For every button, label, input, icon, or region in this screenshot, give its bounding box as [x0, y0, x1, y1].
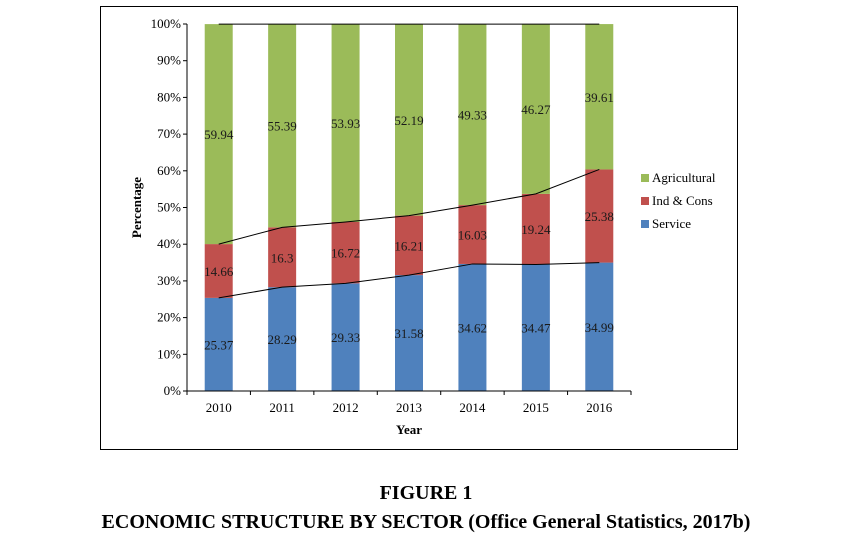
data-label-ind-cons-2016: 25.38 — [585, 209, 614, 224]
bar-layer — [204, 24, 614, 391]
y-axis-title: Percentage — [129, 177, 144, 238]
bar-ind-cons-2010 — [204, 244, 233, 298]
data-label-agricultural-2015: 46.27 — [521, 102, 551, 117]
legend-swatch-ind-cons — [641, 197, 649, 205]
figure-label: FIGURE 1 — [379, 482, 473, 504]
y-tick-label-1: 10% — [157, 346, 181, 361]
data-label-ind-cons-2013: 16.21 — [394, 238, 423, 253]
y-tick-label-4: 40% — [157, 236, 181, 251]
x-tick-label-2014: 2014 — [459, 400, 486, 415]
figure-caption: ECONOMIC STRUCTURE BY SECTOR (Office Gen… — [101, 511, 751, 533]
legend: Agricultural Ind & Cons Service — [641, 170, 716, 231]
data-label-ind-cons-2010: 14.66 — [204, 264, 234, 279]
bar-service-2010 — [204, 297, 233, 391]
legend-item-ind-cons: Ind & Cons — [641, 193, 713, 208]
x-tick-label-2016: 2016 — [586, 400, 613, 415]
legend-item-service: Service — [641, 216, 691, 231]
data-label-service-2010: 25.37 — [204, 337, 234, 352]
series-lines-layer — [218, 23, 600, 299]
y-tick-label-2: 20% — [157, 310, 181, 325]
bar-agricultural-2010 — [204, 24, 233, 245]
data-label-ind-cons-2015: 19.24 — [521, 222, 551, 237]
y-tick-label-8: 80% — [157, 89, 181, 104]
data-label-service-2015: 34.47 — [521, 321, 551, 336]
y-tick-label-10: 100% — [151, 16, 182, 31]
bar-service-2012 — [331, 283, 360, 391]
bar-service-2016 — [585, 262, 614, 391]
data-label-agricultural-2011: 55.39 — [268, 119, 297, 134]
data-label-agricultural-2012: 53.93 — [331, 116, 360, 131]
data-labels-layer: 25.37 14.66 59.94 28.29 16.3 55.39 29.33 16.72 5… — [204, 90, 614, 353]
y-tick-label-6: 60% — [157, 163, 181, 178]
data-label-agricultural-2014: 49.33 — [458, 108, 487, 123]
legend-swatch-service — [641, 220, 649, 228]
data-label-ind-cons-2014: 16.03 — [458, 228, 487, 243]
data-label-service-2012: 29.33 — [331, 330, 360, 345]
series-line-ind-cons — [218, 168, 600, 245]
bar-ind-cons-2016 — [585, 169, 614, 263]
y-tick-label-3: 30% — [157, 273, 181, 288]
data-label-ind-cons-2011: 16.3 — [271, 250, 294, 265]
y-tick-label-5: 50% — [157, 200, 181, 215]
bar-ind-cons-2015 — [521, 193, 550, 265]
data-label-agricultural-2010: 59.94 — [204, 127, 234, 142]
bar-agricultural-2016 — [585, 24, 614, 170]
data-label-ind-cons-2012: 16.72 — [331, 246, 360, 261]
bar-agricultural-2011 — [268, 24, 297, 228]
data-label-service-2013: 31.58 — [394, 326, 423, 341]
bar-agricultural-2015 — [521, 24, 550, 194]
data-label-agricultural-2013: 52.19 — [394, 113, 423, 128]
bar-ind-cons-2013 — [395, 215, 423, 276]
legend-label-ind-cons: Ind & Cons — [652, 193, 713, 208]
x-axis-title: Year — [396, 422, 422, 437]
legend-label-service: Service — [652, 216, 691, 231]
bar-service-2014 — [458, 263, 487, 391]
series-line-service — [218, 262, 600, 299]
axes-layer: 0% 10% 20% 30% 40% 50% 60% 70% 80% 90% 100% 2010 201… — [129, 16, 632, 437]
bar-agricultural-2014 — [458, 24, 487, 206]
y-tick-label-9: 90% — [157, 53, 181, 68]
legend-item-agricultural: Agricultural — [641, 170, 716, 185]
y-tick-label-0: 0% — [164, 383, 182, 398]
legend-swatch-agricultural — [641, 174, 649, 182]
bar-ind-cons-2011 — [268, 227, 297, 288]
x-tick-label-2013: 2013 — [396, 400, 422, 415]
bar-service-2011 — [268, 287, 297, 391]
data-label-service-2014: 34.62 — [458, 320, 487, 335]
bar-agricultural-2012 — [331, 24, 360, 222]
x-tick-label-2010: 2010 — [206, 400, 232, 415]
data-label-agricultural-2016: 39.61 — [585, 90, 614, 105]
y-tick-label-7: 70% — [157, 126, 181, 141]
legend-label-agricultural: Agricultural — [652, 170, 716, 185]
bar-service-2013 — [395, 275, 423, 391]
data-label-service-2011: 28.29 — [268, 332, 297, 347]
bar-service-2015 — [521, 264, 550, 391]
bar-ind-cons-2012 — [331, 221, 360, 284]
data-label-service-2016: 34.99 — [585, 320, 614, 335]
x-tick-label-2015: 2015 — [523, 400, 549, 415]
bar-ind-cons-2014 — [458, 205, 487, 264]
x-tick-label-2011: 2011 — [269, 400, 295, 415]
bar-agricultural-2013 — [395, 24, 423, 216]
x-tick-label-2012: 2012 — [333, 400, 359, 415]
